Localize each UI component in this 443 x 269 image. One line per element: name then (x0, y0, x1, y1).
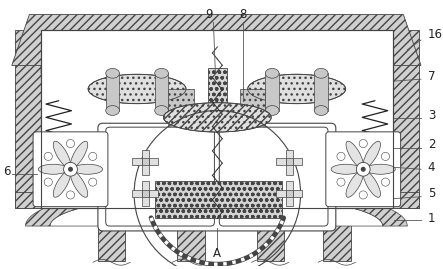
Bar (323, 212, 350, 261)
Circle shape (66, 191, 74, 199)
Ellipse shape (39, 164, 68, 174)
Ellipse shape (248, 74, 346, 104)
Ellipse shape (53, 171, 70, 197)
Text: 2: 2 (428, 138, 435, 151)
Circle shape (337, 178, 345, 186)
Text: 5: 5 (428, 187, 435, 200)
Ellipse shape (314, 68, 328, 78)
Bar (41, 30, 392, 208)
Polygon shape (12, 15, 421, 73)
Ellipse shape (363, 141, 381, 168)
Circle shape (359, 191, 367, 199)
Ellipse shape (106, 106, 120, 115)
Bar (41, 30, 392, 208)
Bar (142, 190, 149, 197)
Circle shape (64, 162, 78, 176)
Bar (286, 181, 293, 207)
Circle shape (381, 152, 389, 161)
Text: 1: 1 (428, 212, 435, 225)
Ellipse shape (365, 164, 395, 174)
Bar (142, 158, 149, 165)
Text: 8: 8 (239, 8, 246, 21)
Ellipse shape (346, 141, 363, 168)
Ellipse shape (163, 103, 271, 132)
Bar (155, 73, 168, 111)
Bar (256, 212, 284, 261)
Polygon shape (50, 195, 383, 226)
Bar (286, 190, 293, 197)
Ellipse shape (70, 171, 88, 197)
Circle shape (68, 167, 73, 172)
Circle shape (44, 178, 52, 186)
Ellipse shape (155, 106, 168, 115)
Circle shape (89, 152, 97, 161)
Ellipse shape (346, 171, 363, 197)
Bar (142, 150, 149, 175)
Bar (208, 68, 227, 125)
Polygon shape (15, 192, 419, 208)
Text: A: A (214, 247, 222, 260)
Bar (142, 181, 149, 207)
Text: 4: 4 (428, 161, 435, 174)
Text: 3: 3 (428, 109, 435, 122)
Bar (286, 150, 293, 175)
Bar (132, 158, 158, 165)
Circle shape (361, 167, 366, 172)
Circle shape (44, 152, 52, 161)
Text: 6: 6 (3, 165, 11, 178)
Text: 7: 7 (428, 70, 435, 83)
Ellipse shape (331, 164, 361, 174)
Bar (155, 181, 282, 218)
Ellipse shape (265, 106, 279, 115)
Bar (276, 158, 302, 165)
FancyBboxPatch shape (98, 123, 336, 231)
Circle shape (89, 178, 97, 186)
FancyBboxPatch shape (106, 127, 214, 226)
Bar (168, 89, 194, 148)
Circle shape (66, 140, 74, 148)
Bar (286, 158, 293, 165)
Bar (177, 212, 205, 261)
Bar (98, 212, 125, 261)
Text: 16: 16 (428, 28, 443, 41)
Polygon shape (392, 30, 419, 208)
Bar (314, 73, 328, 111)
Ellipse shape (53, 141, 70, 168)
Circle shape (381, 178, 389, 186)
FancyBboxPatch shape (219, 127, 328, 226)
Ellipse shape (363, 171, 381, 197)
Circle shape (337, 152, 345, 161)
Polygon shape (15, 30, 41, 208)
Ellipse shape (106, 68, 120, 78)
Ellipse shape (88, 74, 186, 104)
Bar (240, 89, 265, 148)
FancyBboxPatch shape (33, 132, 108, 207)
Circle shape (356, 162, 370, 176)
Ellipse shape (314, 106, 328, 115)
Ellipse shape (155, 68, 168, 78)
Bar (276, 190, 302, 197)
Bar (132, 190, 158, 197)
Bar (265, 73, 279, 111)
Ellipse shape (70, 141, 88, 168)
Ellipse shape (73, 164, 103, 174)
Ellipse shape (265, 68, 279, 78)
Polygon shape (25, 185, 407, 226)
Text: 9: 9 (205, 8, 212, 21)
FancyBboxPatch shape (326, 132, 400, 207)
Circle shape (359, 140, 367, 148)
Bar (106, 73, 120, 111)
